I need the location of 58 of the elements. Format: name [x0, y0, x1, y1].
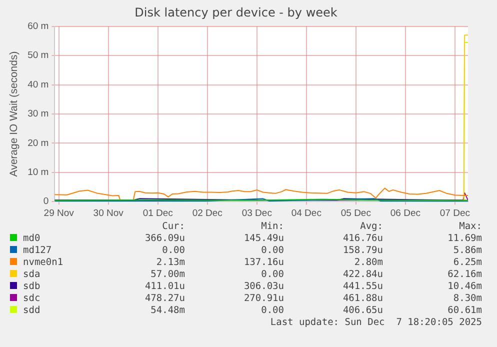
x-tick-label: 30 Nov [93, 208, 124, 219]
y-tick-label: 0 [43, 196, 49, 208]
legend-label: md0 [22, 233, 42, 245]
text: 5.86m [452, 245, 482, 257]
y-tick-label: 40 m [28, 79, 49, 90]
text: 441.55u [342, 281, 383, 293]
text: 0.00 [161, 245, 185, 257]
legend-label: sda [22, 269, 42, 281]
legend-label: md127 [22, 245, 53, 257]
text: 406.65u [342, 305, 383, 317]
x-tick-label: 02 Dec [192, 208, 223, 219]
text: 366.09u [144, 233, 185, 245]
x-tick-label: 01 Dec [142, 208, 174, 219]
text: 2.13m [155, 257, 185, 269]
text: 11.69m [446, 233, 482, 245]
text: 145.49u [242, 233, 284, 245]
text: 62.16m [446, 269, 482, 281]
text: 0.00 [260, 269, 284, 281]
text: 10.46m [446, 281, 482, 293]
text: 6.25m [452, 257, 482, 269]
text: 416.76u [342, 233, 383, 245]
text: Avg: [359, 221, 383, 233]
text: 158.79u [342, 245, 383, 257]
x-tick-label: 06 Dec [390, 208, 421, 219]
x-tick-label: 03 Dec [242, 208, 272, 219]
text: 306.03u [242, 281, 284, 293]
text: 60.61m [446, 305, 482, 317]
text: 461.88u [342, 293, 383, 305]
text: 137.16u [242, 257, 284, 269]
y-tick-label: 20 m [28, 138, 49, 149]
text: Max: [458, 221, 482, 233]
text: 422.84u [342, 269, 383, 281]
text: 270.91u [242, 293, 284, 305]
x-tick-label: 29 Nov [44, 208, 74, 219]
x-tick-label: 04 Dec [291, 208, 322, 219]
text: 54.48m [150, 305, 185, 317]
text: Last update: Sun Dec 7 18:20:05 2025 [269, 317, 482, 329]
legend-label: sdb [22, 281, 42, 293]
text: 478.27u [144, 293, 185, 305]
legend-label: nvme0n1 [22, 257, 64, 269]
text: 8.30m [452, 293, 482, 305]
text: Min: [260, 221, 284, 233]
text: 411.01u [144, 281, 185, 293]
text: 57.00m [150, 269, 185, 281]
text: Cur: [161, 221, 185, 233]
text: 0.00 [260, 305, 284, 317]
x-tick-label: 05 Dec [340, 208, 372, 219]
chart-title: Disk latency per device - by week [134, 5, 338, 20]
y-tick-label: 10 m [28, 167, 49, 178]
text: 2.80m [353, 257, 383, 269]
legend-label: sdc [22, 293, 42, 305]
x-tick-label: 07 Dec [440, 208, 470, 219]
legend-label: sdd [22, 305, 42, 317]
y-tick-label: 50 m [28, 50, 49, 62]
y-tick-label: 60 m [28, 21, 49, 32]
text: 0.00 [260, 245, 284, 257]
y-tick-label: 30 m [28, 108, 49, 120]
y-axis-title: Average IO Wait (seconds) [8, 51, 20, 177]
